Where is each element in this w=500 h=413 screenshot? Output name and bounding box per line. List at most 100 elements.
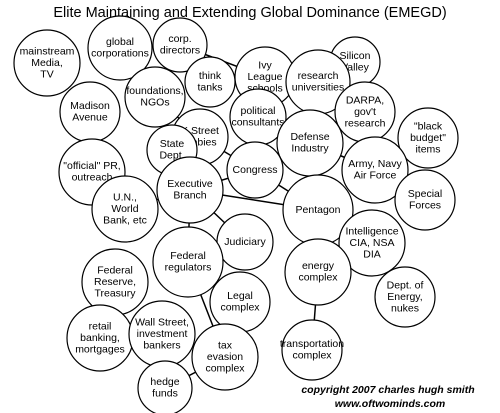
node-label: DIA — [363, 248, 381, 260]
node-circle — [156, 156, 224, 224]
node-label: Federal — [170, 250, 206, 262]
copyright: copyright 2007 charles hugh smith — [301, 384, 474, 396]
node-label: Avenue — [72, 112, 108, 124]
node-label: mortgages — [75, 343, 125, 355]
node-label: State — [160, 138, 185, 150]
node-label: nukes — [391, 302, 419, 314]
node-label: Intelligence — [345, 225, 398, 237]
node-label: Wall Street, — [135, 316, 189, 328]
node-label: consultants — [231, 117, 284, 129]
title: Elite Maintaining and Extending Global D… — [53, 5, 446, 21]
node-label: corp. — [168, 33, 191, 45]
node-circle — [341, 136, 409, 204]
node-label: "official" PR, — [63, 160, 120, 172]
node-label: Defense — [290, 131, 329, 143]
node-label: tanks — [197, 82, 222, 94]
node-circle — [87, 15, 153, 81]
node-label: Legal — [227, 290, 253, 302]
node-circle — [338, 209, 406, 277]
node-label: Air Force — [354, 170, 397, 182]
node-label: Branch — [173, 190, 206, 202]
node: corp.directors — [152, 17, 208, 73]
node-label: directors — [160, 45, 200, 57]
node-label: Reserve, — [94, 276, 136, 288]
node: Congress — [226, 141, 284, 199]
node-label: Treasury — [94, 287, 136, 299]
node-label: outreach — [72, 172, 113, 184]
node-label: funds — [152, 388, 178, 400]
node: foundations,NGOs — [124, 66, 186, 128]
node-label: global — [106, 36, 134, 48]
node-circle — [226, 141, 284, 199]
node-label: Madison — [70, 100, 110, 112]
node-label: banking, — [80, 332, 120, 344]
node-label: Executive — [167, 178, 213, 190]
node-circle — [152, 17, 208, 73]
node-label: Media, — [31, 57, 63, 69]
node-label: bankers — [143, 339, 180, 351]
node-label: Pentagon — [296, 204, 341, 216]
node-label: tax — [218, 339, 233, 351]
node-label: Congress — [233, 164, 278, 176]
node-label: "black — [414, 120, 443, 132]
node-label: transportation — [280, 338, 344, 350]
node-label: hedge — [150, 376, 179, 388]
node-circle — [374, 266, 436, 328]
node-label: TV — [40, 68, 53, 80]
node-label: complex — [205, 362, 245, 374]
node-label: League — [247, 71, 282, 83]
node-label: research — [298, 70, 339, 82]
node-label: Forces — [409, 200, 441, 212]
node: Judiciary — [216, 213, 274, 271]
node-label: Special — [408, 188, 442, 200]
node-label: retail — [89, 320, 112, 332]
node-label: Industry — [291, 143, 329, 155]
node-circle — [13, 29, 81, 97]
node-label: regulators — [165, 262, 212, 274]
node-label: Dept. of — [387, 279, 424, 291]
node-label: complex — [220, 302, 260, 314]
node-label: evasion — [207, 351, 243, 363]
node-label: complex — [298, 272, 338, 284]
node-label: Federal — [97, 264, 133, 276]
node-circle — [91, 175, 159, 243]
node-label: World — [111, 203, 138, 215]
node-label: mainstream — [20, 45, 75, 57]
node-label: DARPA, — [346, 94, 384, 106]
node-label: Bank, etc — [103, 214, 147, 226]
node-label: Ivy — [258, 59, 272, 71]
node-label: CIA, NSA — [350, 237, 395, 249]
node-label: complex — [292, 350, 332, 362]
node-label: U.N., — [113, 191, 137, 203]
node-circle — [394, 169, 456, 231]
node-label: budget" — [410, 132, 446, 144]
node-circle — [397, 107, 459, 169]
node-label: universities — [292, 82, 345, 94]
node-label: investment — [137, 328, 188, 340]
node-label: Judiciary — [224, 236, 266, 248]
node-label: Silicon — [340, 50, 371, 62]
node-label: Energy, — [387, 291, 422, 303]
node-label: gov't — [354, 106, 376, 118]
